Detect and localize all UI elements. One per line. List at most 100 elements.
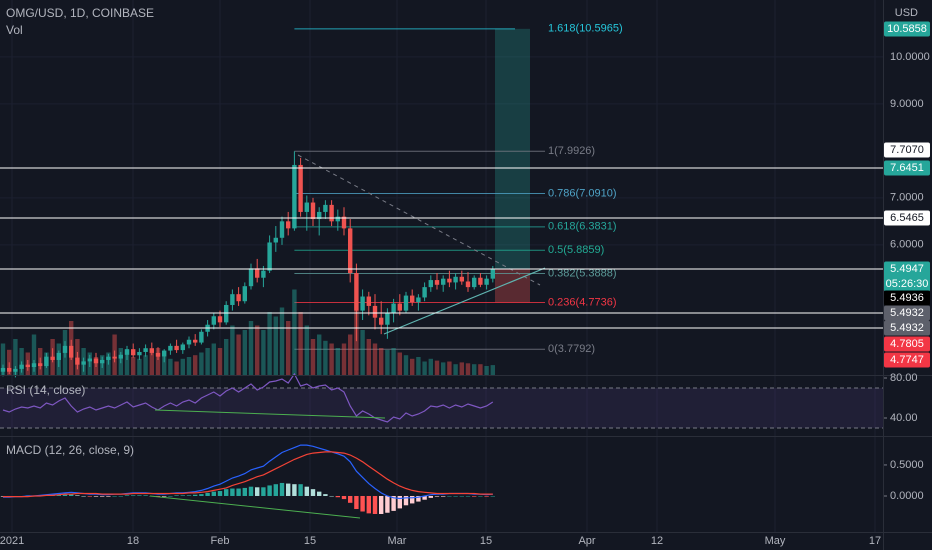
histogram-bar <box>478 495 483 497</box>
histogram-bar <box>416 495 421 502</box>
volume-bar <box>236 334 241 375</box>
candle-body <box>0 367 6 372</box>
volume-bar <box>292 289 297 375</box>
histogram-bar <box>224 489 229 496</box>
x-tick-label: Mar <box>388 535 407 547</box>
histogram-bar <box>385 495 390 513</box>
candle-body <box>447 278 452 283</box>
candle-body <box>304 202 309 212</box>
histogram-bar <box>341 495 347 500</box>
candle-body <box>38 363 43 367</box>
volume-bar <box>31 334 37 375</box>
x-tick-label: 17 <box>869 535 881 547</box>
histogram-bar <box>81 495 86 497</box>
volume-bar <box>323 340 328 375</box>
histogram-bar <box>335 495 340 498</box>
x-tick-label: 18 <box>127 535 139 547</box>
candle-body <box>230 294 235 305</box>
candle-body <box>292 164 297 229</box>
histogram-bar <box>354 495 359 510</box>
histogram-bar <box>242 487 247 496</box>
countdown: 05:26:30 <box>886 278 929 290</box>
histogram-bar <box>379 495 384 514</box>
volume-bar <box>422 361 427 375</box>
histogram-bar <box>422 495 427 500</box>
x-tick-label: Feb <box>211 535 230 547</box>
histogram-bar <box>236 488 241 496</box>
histogram-bar <box>100 495 105 497</box>
volume-bar <box>162 357 167 375</box>
fib-label: 0.618(6.3831) <box>548 221 617 233</box>
candle-body <box>465 281 471 288</box>
volume-bar <box>13 339 18 375</box>
volume-bar <box>478 364 483 375</box>
volume-bar <box>224 339 229 375</box>
volume-bar <box>211 343 216 375</box>
candle-body <box>248 268 254 287</box>
volume-bar <box>310 339 316 375</box>
candle-body <box>13 368 18 372</box>
price-tag-label: 7.6451 <box>890 162 924 174</box>
candle-body <box>403 295 409 311</box>
candle-body <box>261 270 266 278</box>
y-tick-label: 10.0000 <box>890 51 930 63</box>
x-tick-label: Apr <box>578 535 595 547</box>
histogram-bar <box>62 494 68 496</box>
histogram-bar <box>323 494 328 496</box>
volume-bar <box>286 321 291 375</box>
volume-bar <box>453 364 458 375</box>
histogram-bar <box>329 495 334 497</box>
candle-body <box>7 367 12 372</box>
fib-label: 0.382(5.3888) <box>548 267 617 279</box>
volume-bar <box>329 343 334 375</box>
candle-body <box>453 276 458 283</box>
candle-body <box>441 278 446 285</box>
candle-body <box>354 273 359 311</box>
candle-body <box>174 345 179 351</box>
volume-bar <box>490 365 495 375</box>
candle-body <box>490 268 495 279</box>
volume-bar <box>143 355 148 375</box>
volume-bar <box>447 361 452 375</box>
candle-body <box>211 316 216 325</box>
support-line <box>383 267 546 335</box>
price-tag-label: 10.5858 <box>887 23 927 35</box>
price-tag-label: 6.5465 <box>890 212 924 224</box>
volume-bar <box>174 361 179 375</box>
price-tag <box>884 336 930 352</box>
candle-body <box>267 242 272 271</box>
volume-bar <box>124 349 130 375</box>
volume-label: Vol <box>6 23 23 37</box>
candle-body <box>106 356 111 360</box>
candle-body <box>19 364 24 369</box>
x-tick-label: 15 <box>304 535 316 547</box>
histogram-bar <box>69 494 74 496</box>
y-tick-label: 80.00 <box>890 372 918 384</box>
candle-body <box>44 356 49 367</box>
target-zone <box>495 28 530 269</box>
volume-bar <box>391 348 396 375</box>
histogram-bar <box>137 495 142 496</box>
histogram-bar <box>255 487 260 496</box>
histogram-bar <box>391 495 396 511</box>
histogram-bar <box>372 495 378 514</box>
histogram-bar <box>124 495 130 496</box>
candle-body <box>193 339 198 343</box>
candle-body <box>124 349 130 355</box>
candle-body <box>217 316 223 323</box>
candle-body <box>379 317 384 325</box>
histogram-bar <box>87 495 92 497</box>
grid <box>0 0 887 532</box>
fib-label: 0.5(5.8859) <box>548 244 604 256</box>
y-tick-label: 6.0000 <box>890 239 924 251</box>
histogram-bar <box>304 486 309 496</box>
chart-title: OMG/USD, 1D, COINBASE <box>6 6 154 20</box>
histogram-bar <box>199 494 204 496</box>
candle-body <box>137 351 142 356</box>
drawings: 1.618(10.5965) 1(7.9926) 0.786(7.0910) 0.61… <box>0 23 883 429</box>
price-tag <box>884 305 930 321</box>
histogram-bar <box>267 485 272 496</box>
volume-bar <box>217 348 223 375</box>
